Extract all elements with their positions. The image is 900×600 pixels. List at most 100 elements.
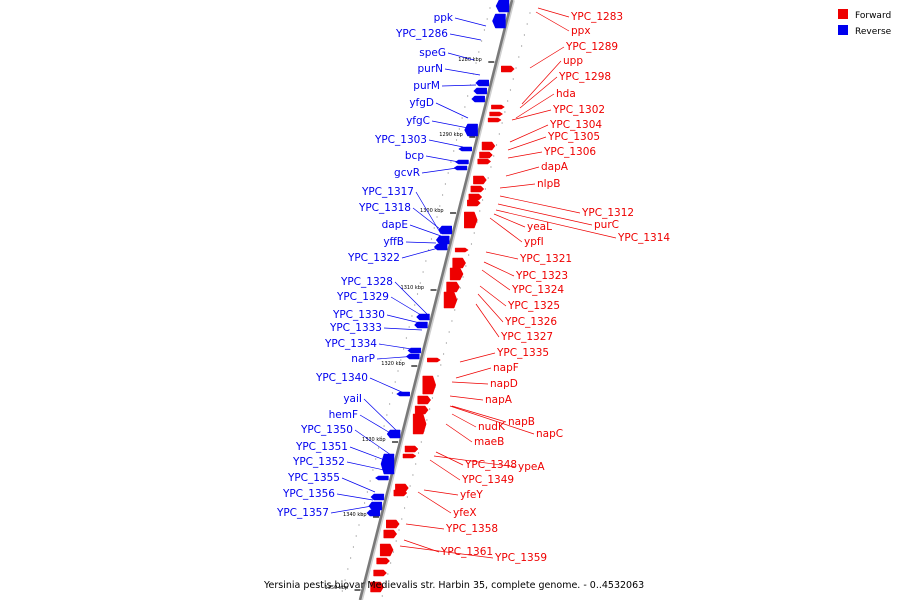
gene-label-reverse: YPC_1318 [358, 202, 411, 214]
label-leader [363, 398, 399, 433]
forward-gene-feature [477, 158, 492, 165]
forward-gene-feature [479, 151, 493, 159]
label-leader [399, 545, 494, 559]
label-leader [479, 285, 507, 307]
gene-label-forward: purC [594, 219, 619, 231]
gene-label-reverse: gcvR [394, 167, 420, 179]
label-leader [341, 477, 376, 493]
gene-label-reverse: YPC_1322 [347, 252, 400, 264]
label-leader [401, 246, 443, 259]
gene-labels: ppk YPC_1286 speG purN purM yfgD yfgC YPC_1303b… [276, 11, 670, 564]
gene-label-forward: yeaL [527, 221, 552, 233]
forward-gene-feature [470, 185, 485, 193]
gene-label-forward: napB [508, 416, 535, 428]
label-leader [369, 377, 405, 394]
label-leader [485, 251, 519, 260]
gene-label-forward: YPC_1323 [515, 270, 568, 282]
gene-label-forward: upp [563, 55, 583, 67]
label-leader [515, 93, 555, 119]
gene-label-reverse: dapE [382, 219, 408, 231]
reverse-gene-feature [414, 321, 428, 329]
forward-gene-feature [417, 395, 431, 405]
gene-label-reverse: YPC_1356 [282, 488, 335, 500]
gene-label-reverse: YPC_1357 [276, 507, 329, 519]
tick-label: 1310 kbp [401, 285, 425, 291]
gene-label-forward: YPC_1306 [543, 146, 596, 158]
gene-label-reverse: YPC_1317 [361, 186, 414, 198]
gene-label-forward: napC [536, 428, 563, 440]
label-leader [449, 405, 535, 435]
reverse-gene-feature [471, 95, 485, 103]
label-leader [431, 120, 469, 129]
label-leader [507, 136, 547, 151]
gene-label-forward: ppx [571, 25, 591, 37]
gene-label-reverse: YPC_1333 [329, 322, 382, 334]
gene-label-reverse: YPC_1350 [300, 424, 353, 436]
label-leader [330, 505, 373, 514]
gene-label-reverse: YPC_1334 [324, 338, 377, 350]
gene-label-reverse: YPC_1352 [292, 456, 345, 468]
reverse-gene-feature [380, 453, 395, 475]
label-leader [376, 355, 418, 360]
genome-backbone [358, 0, 515, 600]
label-leader [511, 109, 552, 121]
label-leader [449, 395, 484, 401]
reverse-gene-feature [473, 87, 487, 95]
gene-label-forward: YPC_1327 [500, 331, 553, 343]
label-leader [409, 224, 442, 237]
forward-gene-feature [454, 247, 469, 253]
gene-label-reverse: yfgD [409, 97, 434, 109]
label-leader [535, 11, 570, 32]
gene-label-forward: nudK [478, 421, 506, 433]
label-leader [451, 381, 489, 385]
gene-label-reverse: bcp [405, 150, 424, 162]
forward-gene-feature [379, 543, 394, 557]
label-leader [489, 217, 523, 243]
label-leader [405, 523, 445, 530]
label-leader [444, 68, 481, 76]
reverse-gene-feature [396, 391, 410, 397]
label-leader [529, 46, 565, 69]
forward-gene-feature [402, 453, 417, 459]
forward-gene-feature [468, 193, 483, 201]
gene-label-forward: YPC_1359 [494, 552, 547, 564]
gene-label-reverse: YPC_1286 [395, 28, 448, 40]
gene-label-reverse: speG [419, 47, 446, 59]
gene-label-forward: nlpB [537, 178, 560, 190]
label-leader [336, 493, 374, 501]
forward-gene-feature [427, 357, 441, 363]
gene-label-forward: dapA [541, 161, 569, 173]
label-leader [451, 405, 507, 423]
label-leader [386, 314, 425, 325]
label-leader [481, 269, 511, 291]
label-leader [497, 203, 593, 226]
label-leader [394, 281, 428, 315]
reverse-gene-feature [370, 493, 385, 501]
gene-label-forward: yfeX [453, 507, 477, 519]
gene-label-forward: YPC_1361 [440, 546, 493, 558]
label-leader [477, 293, 504, 323]
tick-label: 1300 kbp [420, 208, 444, 214]
forward-gene-feature [383, 529, 398, 539]
label-leader [421, 166, 465, 174]
reverse-gene-feature [492, 13, 506, 29]
label-leader [349, 446, 391, 463]
reverse-gene-feature [435, 235, 450, 245]
tick-label: 1350 kbp [325, 585, 349, 591]
gene-label-forward: YPC_1305 [547, 131, 600, 143]
gene-features [366, 0, 515, 593]
gene-label-reverse: YPC_1330 [332, 309, 385, 321]
label-leader [455, 367, 492, 379]
reverse-gene-feature [416, 313, 430, 321]
label-leader [499, 195, 581, 214]
label-leader [435, 451, 464, 466]
forward-gene-feature [376, 557, 390, 565]
gene-label-reverse: yfgC [406, 115, 430, 127]
gene-label-forward: YPC_1298 [558, 71, 611, 83]
label-leader [475, 303, 500, 338]
reverse-gene-feature [458, 146, 473, 152]
label-leader [447, 52, 475, 61]
gene-label-forward: YPC_1314 [617, 232, 670, 244]
gene-label-forward: YPC_1348 [464, 459, 517, 471]
